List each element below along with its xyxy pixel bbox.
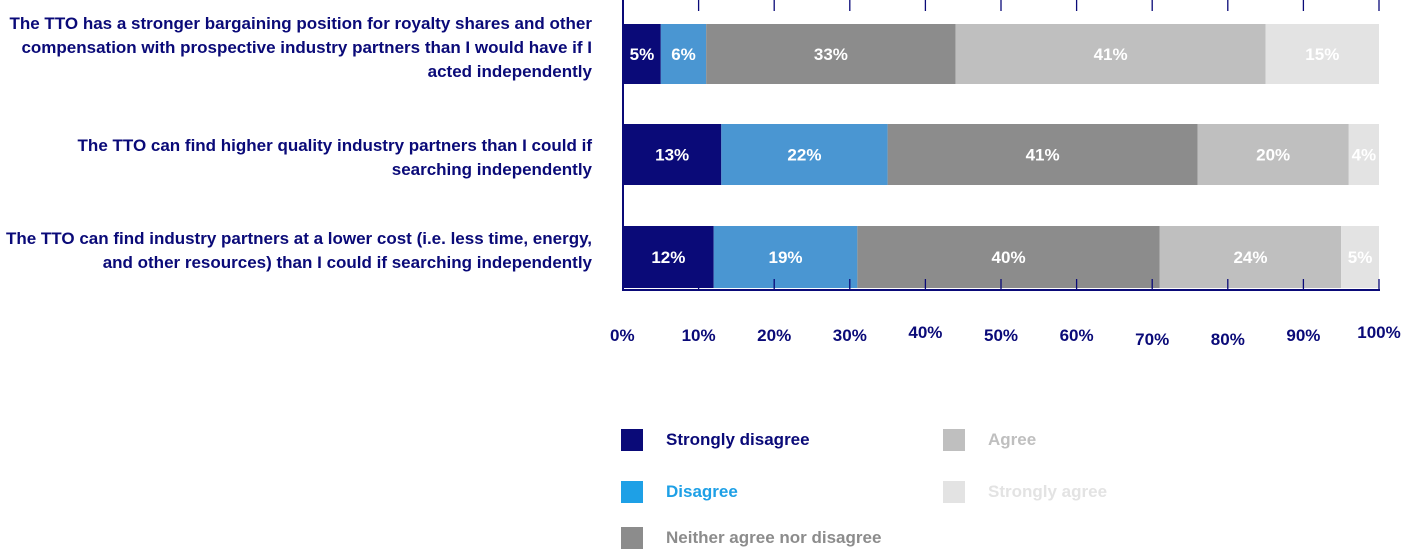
legend-label-neither: Neither agree nor disagree <box>666 528 882 547</box>
legend-swatch-disagree <box>621 481 643 503</box>
x-tick-label-9: 90% <box>1286 326 1320 345</box>
legend-swatch-strongly-disagree <box>621 429 643 451</box>
legend-item-strongly-agree: Strongly agree <box>943 481 1107 503</box>
data-label-2-2: 40% <box>992 248 1026 267</box>
bar-1-0 <box>623 124 722 185</box>
bar-0-4 <box>1265 24 1379 84</box>
legend-item-strongly-disagree: Strongly disagree <box>621 429 810 451</box>
data-label-1-4: 4% <box>1352 146 1377 165</box>
legend-item-agree: Agree <box>943 429 1036 451</box>
bar-1-3 <box>1197 124 1349 185</box>
bar-1-4 <box>1348 124 1379 185</box>
x-tick-label-1: 10% <box>682 326 716 345</box>
category-label-0: The TTO has a stronger bargaining positi… <box>9 14 592 81</box>
x-tick-label-2: 20% <box>757 326 791 345</box>
category-label-1: The TTO can find higher quality industry… <box>77 136 592 179</box>
bar-0-1 <box>660 24 707 84</box>
x-tick-label-8: 80% <box>1211 330 1245 349</box>
data-label-0-1: 6% <box>671 45 696 64</box>
bar-2-1 <box>713 226 858 288</box>
x-tick-label-6: 60% <box>1060 326 1094 345</box>
category-label-2: The TTO can find industry partners at a … <box>5 229 592 272</box>
data-label-1-0: 13% <box>655 146 689 165</box>
legend-item-neither: Neither agree nor disagree <box>621 527 881 549</box>
data-label-0-4: 15% <box>1305 45 1339 64</box>
data-label-2-4: 5% <box>1348 248 1373 267</box>
x-tick-label-10: 100% <box>1357 323 1400 342</box>
bar-2-3 <box>1159 226 1342 288</box>
legend-label-disagree: Disagree <box>666 482 738 501</box>
bar-2-0 <box>623 226 714 288</box>
bar-0-2 <box>706 24 956 84</box>
legend-swatch-strongly-agree <box>943 481 965 503</box>
data-label-1-2: 41% <box>1026 146 1060 165</box>
data-label-0-0: 5% <box>630 45 655 64</box>
legend-swatch-agree <box>943 429 965 451</box>
legend-label-agree: Agree <box>988 430 1037 449</box>
data-label-0-3: 41% <box>1094 45 1128 64</box>
bar-0-0 <box>623 24 661 84</box>
data-label-2-0: 12% <box>651 248 685 267</box>
x-tick-label-7: 70% <box>1135 330 1169 349</box>
legend-label-strongly-disagree: Strongly disagree <box>666 430 810 449</box>
x-tick-label-0: 0% <box>610 326 635 345</box>
bar-1-2 <box>887 124 1198 185</box>
bar-2-4 <box>1341 226 1379 288</box>
legend-swatch-neither <box>621 527 643 549</box>
bar-0-3 <box>955 24 1266 84</box>
data-label-2-1: 19% <box>769 248 803 267</box>
data-label-1-3: 20% <box>1256 146 1290 165</box>
data-label-1-1: 22% <box>787 146 821 165</box>
data-label-2-3: 24% <box>1233 248 1267 267</box>
x-tick-label-5: 50% <box>984 326 1018 345</box>
data-label-0-2: 33% <box>814 45 848 64</box>
bar-2-2 <box>857 226 1160 288</box>
x-tick-label-4: 40% <box>908 323 942 342</box>
legend-item-disagree: Disagree <box>621 481 738 503</box>
legend-label-strongly-agree: Strongly agree <box>988 482 1108 501</box>
bar-1-1 <box>721 124 888 185</box>
x-tick-label-3: 30% <box>833 326 867 345</box>
